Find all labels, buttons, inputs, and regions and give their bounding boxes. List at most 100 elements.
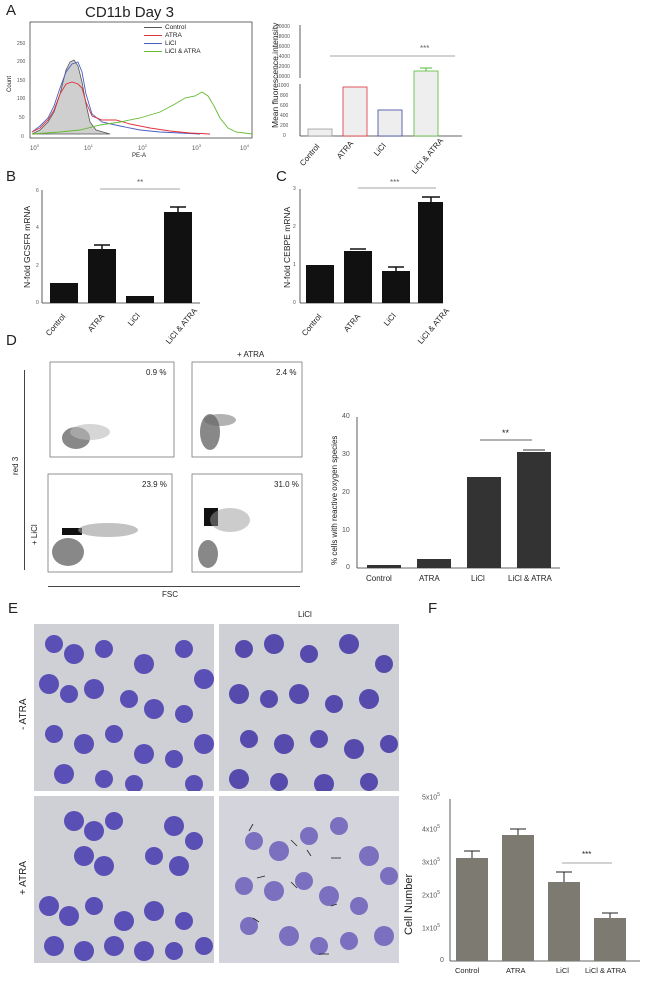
tick-label: 10000 bbox=[276, 74, 290, 80]
e-col-header: LiCl bbox=[298, 610, 312, 619]
b-bar-chart bbox=[41, 188, 200, 304]
tick-label: 104 bbox=[240, 143, 249, 152]
tick-label: 1x105 bbox=[422, 923, 440, 932]
tick-label: 600 bbox=[280, 103, 289, 109]
legend-label: ATRA bbox=[165, 32, 182, 39]
d-bar-chart bbox=[356, 417, 560, 569]
tick-base: 4x10 bbox=[422, 826, 438, 834]
tick-base: 5x10 bbox=[422, 794, 438, 802]
tick-label: 101 bbox=[84, 143, 93, 152]
pct-atra: 2.4 % bbox=[276, 368, 297, 377]
tick-label: 103 bbox=[192, 143, 201, 152]
category-label: ATRA bbox=[335, 139, 356, 161]
category-label: ATRA bbox=[86, 312, 107, 334]
b-significance: ** bbox=[137, 178, 144, 187]
histogram-chart: Control ATRA LiCl LiCl & ATRA bbox=[29, 21, 253, 139]
panel-label-b: B bbox=[6, 168, 17, 185]
tick-base: 10 bbox=[192, 146, 199, 152]
f-significance: *** bbox=[582, 850, 592, 859]
tick-label: 150 bbox=[17, 78, 26, 84]
micrograph-licl-atra bbox=[219, 796, 399, 963]
category-label: LiCl & ATRA bbox=[416, 306, 452, 346]
tick-label: 16000 bbox=[276, 44, 290, 50]
tick-label: 0 bbox=[440, 957, 444, 964]
tick-exp: 5 bbox=[437, 792, 440, 798]
a-bar-chart bbox=[299, 25, 462, 137]
tick-label: 3 bbox=[293, 186, 296, 192]
a-significance: *** bbox=[420, 44, 430, 53]
scatter-plot-licl bbox=[47, 473, 173, 573]
pct-licl: 23.9 % bbox=[142, 480, 167, 489]
tick-label: 1 bbox=[293, 262, 296, 268]
category-label: LiCl bbox=[126, 311, 142, 328]
legend-swatch bbox=[144, 50, 162, 52]
tick-label: 0 bbox=[293, 300, 296, 306]
tick-exp: 5 bbox=[437, 857, 440, 863]
category-label: LiCl & ATRA bbox=[410, 136, 446, 176]
tick-exp: 0 bbox=[36, 143, 39, 148]
legend-item-atra: ATRA bbox=[144, 32, 201, 40]
c-significance: *** bbox=[390, 178, 400, 187]
tick-label: 20 bbox=[342, 489, 350, 496]
tick-exp: 3 bbox=[198, 143, 201, 148]
tick-base: 10 bbox=[138, 146, 145, 152]
d-y-arrow bbox=[24, 370, 25, 570]
category-label: LiCl bbox=[471, 574, 485, 583]
category-label: LiCl & ATRA bbox=[508, 574, 552, 583]
tick-base: 3x10 bbox=[422, 859, 438, 867]
d-significance: ** bbox=[502, 428, 510, 438]
category-label: LiCl & ATRA bbox=[164, 306, 200, 346]
panel-label-e: E bbox=[8, 600, 19, 617]
legend-swatch bbox=[144, 42, 162, 44]
scatter-plot-combo bbox=[191, 473, 303, 573]
category-label: LiCl bbox=[372, 141, 388, 158]
tick-label: 0 bbox=[346, 564, 350, 571]
tick-base: 10 bbox=[240, 146, 247, 152]
tick-exp: 5 bbox=[437, 824, 440, 830]
f-y-label: Cell Number bbox=[403, 873, 415, 935]
tick-label: 10 bbox=[342, 527, 350, 534]
panel-label-a: A bbox=[6, 2, 17, 19]
tick-label: 102 bbox=[138, 143, 147, 152]
legend-label: Control bbox=[165, 24, 186, 31]
panel-label-c: C bbox=[276, 168, 287, 185]
category-label: Control bbox=[366, 574, 392, 583]
histogram-y-label: Count bbox=[7, 75, 13, 92]
histogram-legend: Control ATRA LiCl LiCl & ATRA bbox=[144, 24, 201, 56]
c-y-label: N-fold CEBPE mRNA bbox=[282, 206, 292, 288]
pct-control: 0.9 % bbox=[146, 368, 167, 377]
d-row-label: + LiCl bbox=[30, 524, 39, 545]
b-y-label: N-fold GCSFR mRNA bbox=[22, 205, 32, 288]
scatter-plot-control bbox=[49, 361, 175, 458]
tick-label: 4x105 bbox=[422, 824, 440, 833]
legend-item-combo: LiCl & ATRA bbox=[144, 48, 201, 56]
tick-base: 2x10 bbox=[422, 892, 438, 900]
d-bar-y-label: % cells with reactive oxygen species bbox=[330, 435, 339, 565]
category-label: LiCl bbox=[556, 966, 569, 975]
tick-label: 100 bbox=[30, 143, 39, 152]
category-label: LiCl & ATRA bbox=[585, 966, 627, 975]
d-y-axis-label: red 3 bbox=[11, 456, 20, 475]
category-label: Control bbox=[44, 312, 68, 338]
scatter-plot-atra bbox=[191, 361, 303, 458]
micrograph-atra bbox=[34, 796, 214, 963]
category-label: Control bbox=[455, 966, 480, 975]
category-label: LiCl bbox=[382, 311, 398, 328]
category-label: Control bbox=[298, 142, 322, 168]
tick-label: 2 bbox=[293, 224, 296, 230]
tick-base: 1x10 bbox=[422, 925, 438, 933]
tick-label: 250 bbox=[17, 41, 26, 47]
tick-label: 200 bbox=[280, 123, 289, 129]
tick-label: 40 bbox=[342, 413, 350, 420]
micrograph-control bbox=[34, 624, 214, 791]
pct-combo: 31.0 % bbox=[274, 480, 299, 489]
histogram-x-label: PE-A bbox=[132, 153, 147, 159]
d-x-axis-label: FSC bbox=[162, 590, 178, 599]
c-bar-chart bbox=[299, 187, 443, 304]
tick-label: 100 bbox=[17, 96, 26, 102]
tick-label: 0 bbox=[36, 300, 39, 306]
tick-label: 800 bbox=[280, 93, 289, 99]
tick-label: 6 bbox=[36, 188, 39, 194]
tick-label: 18000 bbox=[276, 34, 290, 40]
legend-swatch bbox=[144, 34, 162, 36]
